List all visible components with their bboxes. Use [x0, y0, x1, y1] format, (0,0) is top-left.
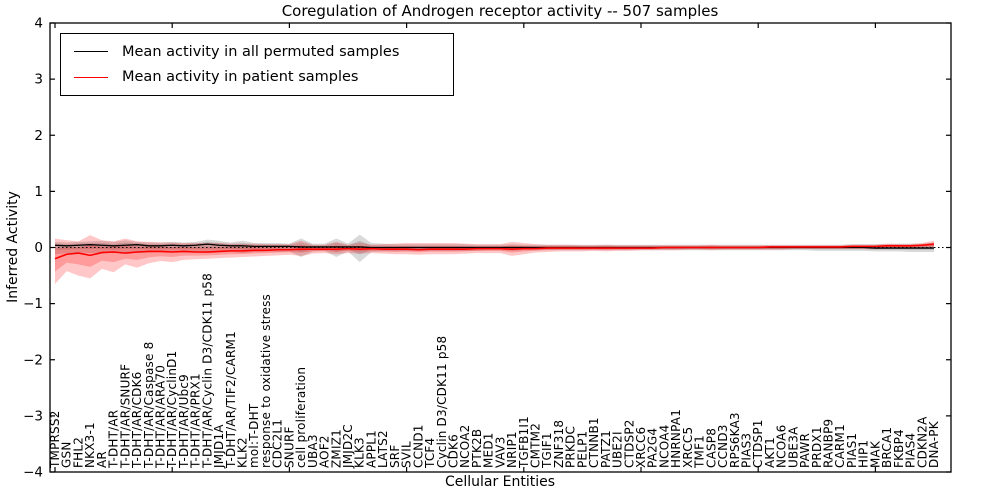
x-tick-label: TGIF1	[540, 432, 554, 469]
x-tick-label: SNURF	[282, 426, 296, 468]
x-tick-label: PA2G4	[646, 428, 660, 468]
x-tick-label: T-DHT/AR/PRX1	[189, 373, 203, 469]
x-tick-label: PIAS3	[739, 433, 753, 468]
x-tick-label: T-DHT/AR/CDK6	[130, 371, 144, 469]
chart-title: Coregulation of Androgen receptor activi…	[281, 2, 719, 20]
x-tick-label: AR	[95, 451, 109, 468]
y-tick-label: 4	[34, 16, 43, 32]
x-tick-label: T-DHT/AR/SNURF	[118, 364, 132, 469]
x-tick-label: JMJD2C	[341, 424, 355, 469]
x-tick-label: CDKN2A	[915, 416, 929, 468]
x-tick-label: MAK	[868, 440, 882, 468]
x-tick-label: mol:T-DHT	[247, 403, 261, 468]
x-tick-label: HIP1	[857, 440, 871, 468]
x-tick-label: CDC2L1	[271, 419, 285, 468]
x-tick-label: CTDSP2	[622, 419, 636, 468]
x-tick-label: cell proliferation	[294, 367, 308, 468]
x-tick-label: XRCC6	[634, 427, 648, 468]
x-tick-label: APPL1	[364, 430, 378, 468]
x-tick-label: UBA3	[306, 434, 320, 468]
x-tick-label: AKT1	[763, 437, 777, 468]
y-tick-label: −1	[23, 296, 43, 312]
x-tick-label: T-DHT/AR/Ubc9	[177, 374, 191, 469]
legend: Mean activity in all permuted samples Me…	[60, 33, 454, 96]
x-tick-label: FKBP4	[892, 429, 906, 468]
x-tick-label: T-DHT/AR	[107, 410, 121, 469]
x-tick-label: SRF	[388, 445, 402, 468]
y-tick-label: −3	[23, 408, 43, 424]
x-tick-label: TCF4	[423, 438, 437, 469]
x-tick-label: NKX3-1	[83, 422, 97, 468]
x-tick-label: MED1	[482, 432, 496, 468]
x-tick-label: CMTM2	[529, 423, 543, 468]
x-tick-label: ZMIZ1	[329, 429, 343, 468]
x-tick-label: NCOA4	[657, 425, 671, 468]
x-tick-label: GSN	[60, 442, 74, 469]
x-tick-label: Cyclin D3/CDK11 p58	[435, 336, 449, 468]
x-tick-label: CASP8	[704, 428, 718, 468]
x-tick-label: T-DHT/AR/CyclinD1	[165, 351, 179, 469]
x-tick-label: DNA-PK	[927, 420, 941, 468]
x-tick-label: NCOA2	[458, 425, 472, 468]
x-tick-label: TMF1	[693, 435, 707, 469]
y-tick-label: 1	[34, 184, 43, 200]
x-tick-label: NRIP1	[505, 431, 519, 468]
y-axis-label: Inferred Activity	[5, 191, 21, 303]
x-tick-label: VAV3	[493, 436, 507, 468]
x-tick-label: FHL2	[71, 437, 85, 468]
x-tick-label: LATS2	[376, 430, 390, 468]
patient-line-swatch	[74, 76, 108, 78]
x-tick-label: CARM1	[833, 424, 847, 468]
legend-entry-permuted: Mean activity in all permuted samples	[61, 45, 453, 60]
x-tick-label: CCND3	[716, 424, 730, 468]
x-tick-label: BRCA1	[880, 427, 894, 468]
x-tick-label: CTNNB1	[587, 417, 601, 468]
x-tick-label: response to oxidative stress	[259, 294, 273, 468]
x-tick-label: PIAS1	[845, 433, 859, 468]
x-tick-label: T-DHT/AR/Cyclin D3/CDK11 p58	[200, 273, 214, 469]
x-tick-label: CCND1	[411, 424, 425, 468]
x-tick-label: KLK2	[236, 437, 250, 468]
y-tick-label: 0	[34, 240, 43, 256]
x-tick-label: T-DHT/AR/Caspase 8	[142, 342, 156, 469]
x-tick-label: CTDSP1	[751, 419, 765, 468]
legend-label-patient: Mean activity in patient samples	[122, 68, 359, 85]
x-tick-label: HNRNPA1	[669, 409, 683, 468]
x-tick-label: XRCC5	[681, 427, 695, 468]
x-tick-label: SVIL	[400, 441, 414, 468]
y-tick-label: −2	[23, 352, 43, 368]
x-tick-label: PRDX1	[810, 426, 824, 468]
permuted-line-swatch	[74, 51, 108, 53]
x-tick-label: PELP1	[575, 431, 589, 468]
x-axis-label: Cellular Entities	[444, 474, 556, 490]
y-tick-label: −4	[23, 465, 43, 481]
x-tick-label: PRKDC	[564, 426, 578, 468]
x-tick-label: RANBP9	[822, 419, 836, 468]
x-tick-label: PTK2B	[470, 429, 484, 468]
x-tick-label: T-DHT/AR/TIF2/CARM1	[224, 331, 238, 469]
x-tick-label: UBE3A	[786, 426, 800, 468]
x-tick-label: TGFB1I1	[517, 416, 531, 469]
x-tick-label: PAWR	[798, 433, 812, 468]
x-tick-label: TMPRSS2	[48, 410, 62, 469]
y-tick-label: 2	[34, 128, 43, 144]
legend-label-permuted: Mean activity in all permuted samples	[122, 43, 400, 60]
x-tick-label: T-DHT/AR/ARA70	[153, 365, 167, 469]
x-tick-label: AOF2	[318, 435, 332, 468]
legend-entry-patient: Mean activity in patient samples	[61, 70, 453, 85]
y-tick-label: 3	[34, 72, 43, 88]
x-tick-label: NCOA6	[775, 425, 789, 468]
x-tick-label: PIAS4	[904, 433, 918, 468]
x-tick-label: KLK3	[353, 437, 367, 468]
x-tick-label: CDK6	[446, 434, 460, 468]
mean-line-patient	[54, 243, 935, 260]
x-tick-label: RPS6KA3	[728, 412, 742, 468]
x-tick-label: UBE2I	[611, 431, 625, 468]
x-tick-label: PATZ1	[599, 430, 613, 468]
x-tick-label: JMJD1A	[212, 424, 226, 469]
x-tick-label: ZNF318	[552, 420, 566, 468]
